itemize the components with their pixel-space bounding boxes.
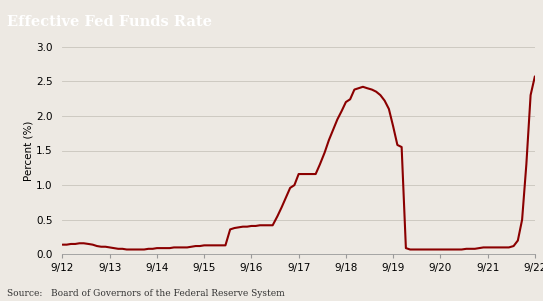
- Text: Source:   Board of Governors of the Federal Reserve System: Source: Board of Governors of the Federa…: [7, 289, 285, 298]
- Y-axis label: Percent (%): Percent (%): [23, 120, 33, 181]
- Text: Effective Fed Funds Rate: Effective Fed Funds Rate: [7, 14, 212, 29]
